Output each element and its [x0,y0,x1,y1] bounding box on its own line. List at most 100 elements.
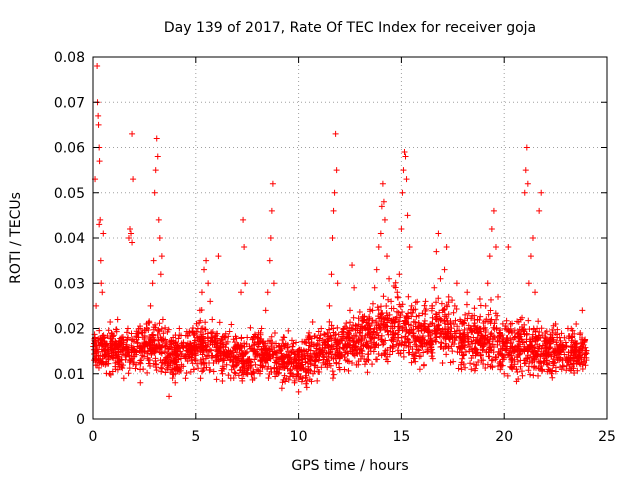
data-point [545,352,552,359]
data-point [112,360,119,367]
data-point [91,357,98,364]
data-point [386,351,393,358]
data-point [125,370,132,377]
data-point [429,314,436,321]
data-point [482,328,489,335]
data-point [460,360,467,367]
data-point [514,342,521,349]
y-tick-label: 0 [76,412,85,428]
data-point [178,332,185,339]
data-point [328,354,335,361]
data-point [394,347,401,354]
data-point [284,343,291,350]
data-point [227,375,234,382]
data-point [330,329,337,336]
data-point [100,230,107,237]
data-point [477,313,484,320]
data-point [374,356,381,363]
data-point [286,359,293,366]
data-point [400,347,407,354]
data-point [162,336,169,343]
data-point [273,349,280,356]
data-point [225,348,232,355]
data-point [579,365,586,372]
data-point [152,321,159,328]
data-point [302,339,309,346]
data-point [247,324,254,331]
data-point [537,365,544,372]
data-point [356,329,363,336]
data-point [352,332,359,339]
data-point [390,343,397,350]
data-point [538,360,545,367]
data-point [241,244,248,251]
data-point [471,367,478,374]
data-point [390,305,397,312]
data-point [190,366,197,373]
data-point [443,244,450,251]
data-point [188,354,195,361]
data-point [146,338,153,345]
data-point [198,289,205,296]
data-point [170,334,177,341]
data-point [314,340,321,347]
data-point [143,320,150,327]
data-point [221,348,228,355]
data-point [264,289,271,296]
data-point [119,365,126,372]
data-point [267,235,274,241]
data-point [163,357,170,364]
x-tick-label: 0 [89,429,98,445]
data-point [327,334,334,341]
data-point [256,352,263,359]
data-point [477,352,484,359]
data-point [504,334,511,341]
data-point [154,153,161,160]
data-point [357,330,364,337]
data-point [349,344,356,351]
data-point [209,329,216,336]
data-point [577,361,584,368]
data-point [494,338,501,345]
data-point [435,322,442,329]
data-point [94,63,101,70]
data-point [224,338,231,345]
data-point [160,330,167,337]
data-point [563,362,570,369]
data-point [373,322,380,329]
data-point [334,280,341,287]
data-point [351,352,358,359]
data-point [522,360,529,367]
data-point [158,359,165,366]
data-point [490,349,497,356]
data-point [336,339,343,346]
data-point [497,360,504,367]
x-axis-label: GPS time / hours [291,458,408,474]
data-point [571,352,578,359]
data-point [127,225,134,232]
data-point [131,348,138,355]
data-point [476,339,483,346]
data-point [482,339,489,346]
data-point [220,343,227,350]
data-point [450,358,457,365]
data-point [290,355,297,362]
data-point [546,339,553,346]
data-point [501,370,508,377]
data-point [384,253,391,260]
data-point [250,348,257,355]
data-point [505,244,512,251]
data-point [534,352,541,359]
data-point [98,280,105,287]
data-point [319,342,326,349]
data-point [503,345,510,352]
data-point [351,284,358,291]
data-point [509,357,516,364]
data-point [293,339,300,346]
data-point [363,339,370,346]
data-point [91,337,98,344]
data-point [97,216,104,223]
data-point [461,320,468,327]
data-point [468,338,475,345]
